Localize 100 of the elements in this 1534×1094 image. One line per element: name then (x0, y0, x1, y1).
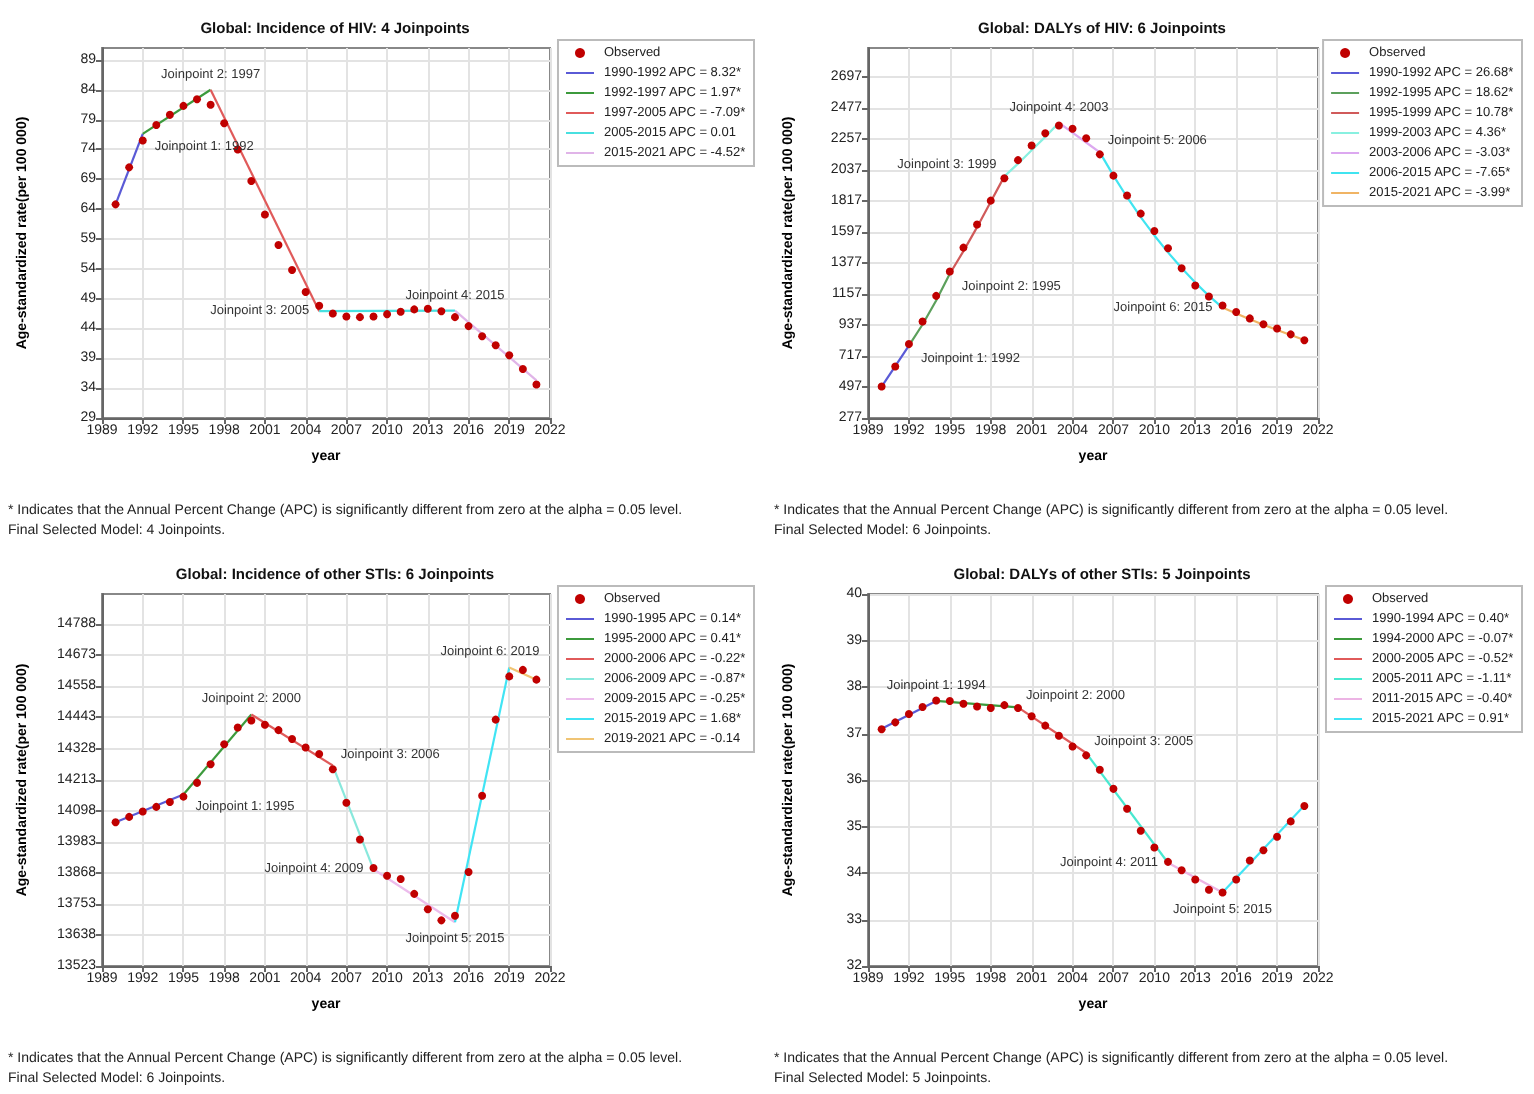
point (260, 210, 269, 219)
point (491, 341, 500, 350)
point (1232, 875, 1241, 884)
point (478, 332, 487, 341)
point (125, 163, 134, 172)
point (959, 243, 968, 252)
point (1082, 134, 1091, 143)
point (1136, 826, 1145, 835)
point (369, 863, 378, 872)
point (193, 95, 202, 104)
point (328, 765, 337, 774)
point (1273, 832, 1282, 841)
point (491, 715, 500, 724)
line-series (948, 175, 1006, 275)
point (518, 365, 527, 374)
point (918, 317, 927, 326)
point (437, 307, 446, 316)
point (1054, 121, 1063, 130)
point (220, 740, 229, 749)
point (301, 288, 310, 297)
point (1259, 320, 1268, 329)
point (904, 340, 913, 349)
point (464, 322, 473, 331)
point (220, 119, 229, 128)
point (1245, 856, 1254, 865)
point (1041, 129, 1050, 138)
point (1177, 866, 1186, 875)
point (383, 871, 392, 880)
point (193, 778, 202, 787)
point (532, 675, 541, 684)
point (1164, 857, 1172, 866)
point (165, 110, 174, 119)
point (1218, 888, 1227, 897)
point (1286, 817, 1295, 826)
point (274, 726, 283, 735)
point (288, 735, 297, 744)
point (410, 305, 419, 314)
point (945, 696, 954, 705)
point (206, 100, 215, 109)
point (918, 703, 927, 711)
point (1300, 336, 1309, 345)
point (1123, 804, 1132, 813)
point (945, 267, 954, 276)
point (342, 798, 351, 807)
point (1191, 875, 1200, 884)
point (328, 309, 337, 318)
point (179, 792, 188, 801)
point (1150, 226, 1159, 235)
point (932, 696, 941, 705)
point (125, 812, 134, 821)
point (1136, 209, 1145, 218)
point (1000, 701, 1009, 710)
point (450, 313, 459, 322)
point (369, 312, 378, 321)
point (1041, 721, 1050, 730)
point (1014, 156, 1022, 165)
point (355, 313, 364, 322)
point (1123, 191, 1132, 200)
point (138, 136, 147, 145)
point (111, 200, 120, 209)
point (410, 889, 419, 898)
point (1068, 742, 1077, 751)
point (1164, 244, 1172, 253)
point (1082, 751, 1091, 760)
point (1095, 150, 1104, 159)
point (464, 867, 473, 876)
point (138, 807, 147, 816)
point (973, 220, 982, 229)
point (315, 749, 324, 758)
point (1191, 281, 1200, 290)
point (152, 802, 161, 811)
point (986, 703, 995, 712)
point (423, 304, 432, 313)
point (396, 875, 405, 884)
point (1245, 314, 1254, 323)
point (260, 720, 269, 729)
point (152, 120, 161, 129)
point (233, 723, 242, 732)
point (111, 818, 120, 827)
point (904, 709, 913, 718)
point (1014, 703, 1022, 712)
point (1054, 731, 1063, 740)
point (1204, 885, 1213, 894)
point (1286, 330, 1295, 339)
point (383, 310, 392, 319)
point (1027, 141, 1036, 150)
point (505, 672, 514, 681)
point (342, 312, 351, 321)
point (315, 301, 324, 310)
point (288, 266, 297, 274)
point (1218, 301, 1227, 310)
point (1109, 171, 1118, 180)
point (423, 905, 432, 914)
point (450, 911, 459, 920)
point (532, 380, 541, 389)
point (247, 177, 256, 186)
point (437, 916, 446, 925)
point (973, 702, 982, 711)
point (1109, 784, 1118, 793)
point (1150, 843, 1159, 852)
